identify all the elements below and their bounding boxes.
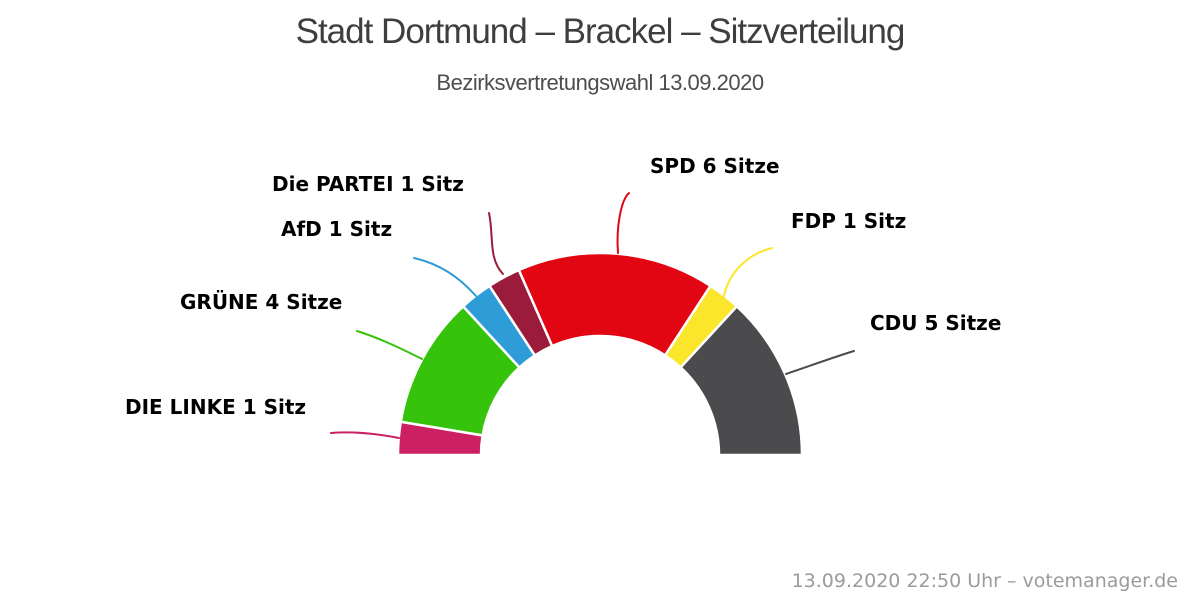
label-cdu: CDU 5 Sitze	[870, 311, 1002, 335]
connector-die-partei	[488, 212, 504, 275]
label-afd: AfD 1 Sitz	[281, 217, 393, 241]
connector-gruene	[356, 330, 423, 360]
label-fdp: FDP 1 Sitz	[791, 209, 907, 233]
label-die-linke: DIE LINKE 1 Sitz	[125, 395, 307, 419]
connector-spd	[616, 192, 630, 254]
connector-die-linke	[330, 431, 400, 439]
page-title: Stadt Dortmund – Brackel – Sitzverteilun…	[295, 12, 906, 51]
connector-afd	[413, 257, 477, 297]
connector-cdu	[785, 350, 855, 375]
label-gruene: GRÜNE 4 Sitze	[180, 290, 343, 314]
label-spd: SPD 6 Sitze	[650, 154, 780, 178]
connector-fdp	[723, 247, 773, 297]
page-subtitle: Bezirksvertretungswahl 13.09.2020	[436, 70, 764, 95]
label-die-partei: Die PARTEI 1 Sitz	[272, 172, 464, 196]
segment-cdu[interactable]	[679, 305, 804, 457]
footer-credit: 13.09.2020 22:50 Uhr – votemanager.de	[791, 570, 1178, 592]
